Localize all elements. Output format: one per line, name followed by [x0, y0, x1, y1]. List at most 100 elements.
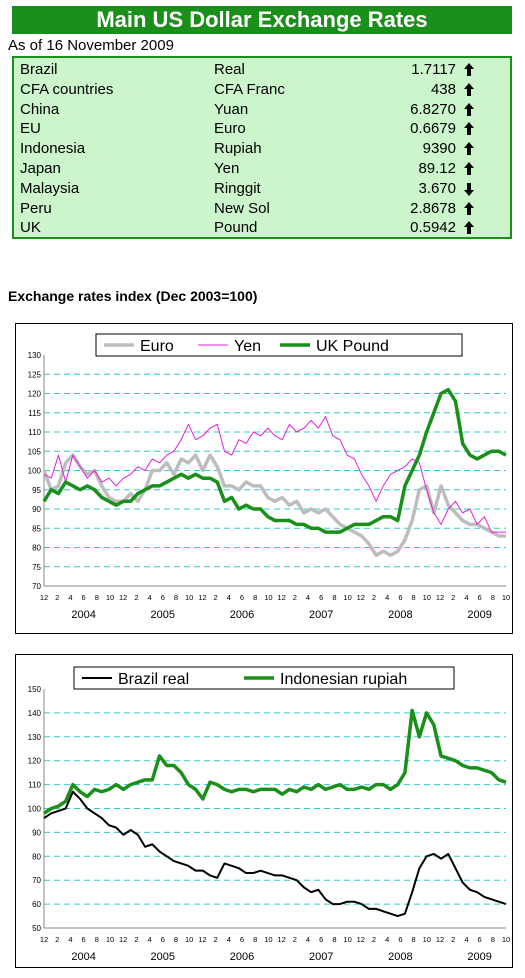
rate-row: Brazil Real 1.7117 — [14, 60, 510, 80]
x-tick-label: 4 — [385, 935, 389, 944]
section-heading: Exchange rates index (Dec 2003=100) — [8, 288, 258, 304]
rate-value: 89.12 — [418, 160, 456, 177]
currency-name: Real — [214, 61, 245, 78]
x-tick-label: 12 — [40, 935, 48, 944]
currency-name: Yuan — [214, 100, 249, 118]
x-tick-label: 10 — [264, 593, 272, 602]
y-tick-label: 115 — [28, 409, 41, 418]
y-tick-label: 130 — [28, 351, 42, 360]
series-line-uk-pound — [42, 387, 507, 534]
y-tick-label: 80 — [32, 544, 41, 553]
rate-row: EU Euro 0.6679 — [14, 119, 510, 139]
rate-row: UK Pound 0.5942 — [14, 218, 510, 238]
country-name: Peru — [20, 199, 52, 217]
x-tick-label: 10 — [106, 593, 114, 602]
x-tick-label: 6 — [240, 935, 244, 944]
x-tick-label: 2 — [451, 593, 455, 602]
arrow-up-icon — [464, 162, 474, 175]
x-tick-label: 12 — [357, 593, 365, 602]
x-tick-label: 6 — [398, 593, 402, 602]
x-tick-label: 6 — [398, 935, 402, 944]
as-of-date: As of 16 November 2009 — [8, 37, 174, 54]
x-tick-label: 8 — [95, 593, 99, 602]
x-tick-label: 2 — [55, 935, 59, 944]
x-tick-label: 6 — [161, 593, 165, 602]
year-label: 2008 — [388, 609, 412, 621]
x-tick-label: 10 — [502, 935, 510, 944]
arrow-up-icon — [464, 102, 474, 116]
legend-label: Brazil real — [118, 671, 189, 688]
currency-name: Pound — [214, 219, 258, 237]
y-tick-label: 75 — [32, 563, 41, 572]
legend-label: UK Pound — [316, 338, 389, 355]
series-line-indonesian-rupiah — [43, 708, 507, 815]
x-tick-label: 10 — [502, 593, 510, 602]
y-tick-label: 95 — [32, 486, 41, 495]
x-tick-label: 12 — [277, 935, 285, 944]
x-tick-label: 8 — [412, 593, 416, 602]
x-tick-label: 2 — [372, 593, 376, 602]
rates-table: Brazil Real 1.7117 CFA countries CFA Franc 43… — [12, 56, 512, 239]
x-tick-label: 12 — [198, 593, 206, 602]
legend — [95, 333, 463, 357]
x-tick-label: 12 — [277, 593, 285, 602]
x-tick-label: 8 — [412, 935, 416, 944]
x-tick-label: 12 — [40, 593, 48, 602]
rate-value: 1.7117 — [411, 61, 456, 78]
y-tick-label: 90 — [32, 505, 41, 514]
country-name: Malaysia — [20, 179, 80, 197]
rate-row: Peru New Sol 2.8678 — [14, 199, 510, 219]
legend-label: Indonesian rupiah — [280, 671, 407, 688]
rate-value: 9390 — [422, 140, 456, 158]
x-tick-label: 8 — [174, 935, 178, 944]
x-tick-label: 4 — [148, 935, 152, 944]
arrow-up-icon — [464, 142, 474, 156]
rate-row: Japan Yen 89.12 — [14, 159, 510, 179]
arrow-up-icon — [464, 82, 474, 96]
x-tick-label: 10 — [106, 935, 114, 944]
x-tick-label: 6 — [319, 593, 323, 602]
x-tick-label: 6 — [478, 593, 482, 602]
x-tick-label: 6 — [319, 935, 323, 944]
y-tick-label: 70 — [32, 876, 41, 885]
x-tick-label: 6 — [161, 935, 165, 944]
y-tick-label: 105 — [28, 447, 42, 456]
x-tick-label: 6 — [240, 593, 244, 602]
x-tick-label: 2 — [214, 935, 218, 944]
year-label: 2005 — [151, 609, 175, 621]
x-tick-label: 6 — [82, 935, 86, 944]
rate-value: 0.5942 — [410, 219, 456, 237]
year-label: 2009 — [467, 951, 491, 963]
x-tick-label: 4 — [306, 593, 310, 602]
y-tick-label: 150 — [28, 685, 42, 694]
x-tick-label: 6 — [82, 593, 86, 602]
country-name: Indonesia — [20, 140, 86, 158]
x-tick-label: 8 — [491, 935, 495, 944]
rate-value: 438 — [430, 80, 456, 98]
country-name: Japan — [20, 160, 61, 177]
x-tick-label: 8 — [95, 935, 99, 944]
series-line-brazil-real — [43, 790, 507, 918]
x-tick-label: 4 — [68, 935, 72, 944]
x-tick-label: 8 — [253, 935, 257, 944]
country-name: UK — [20, 219, 41, 237]
y-tick-label: 140 — [28, 709, 42, 718]
currency-name: New Sol — [214, 199, 270, 217]
country-name: EU — [20, 120, 41, 138]
arrow-down-icon — [464, 182, 474, 196]
x-tick-label: 2 — [214, 593, 218, 602]
x-tick-label: 4 — [148, 593, 152, 602]
x-tick-label: 12 — [436, 593, 444, 602]
x-tick-label: 2 — [451, 935, 455, 944]
x-tick-label: 10 — [264, 935, 272, 944]
y-tick-label: 70 — [32, 582, 41, 591]
arrow-up-icon — [464, 221, 474, 235]
x-tick-label: 6 — [478, 935, 482, 944]
y-tick-label: 125 — [28, 370, 42, 379]
rate-value: 0.6679 — [410, 120, 456, 138]
currency-name: Euro — [214, 120, 246, 138]
x-tick-label: 10 — [185, 935, 193, 944]
x-tick-label: 12 — [198, 935, 206, 944]
